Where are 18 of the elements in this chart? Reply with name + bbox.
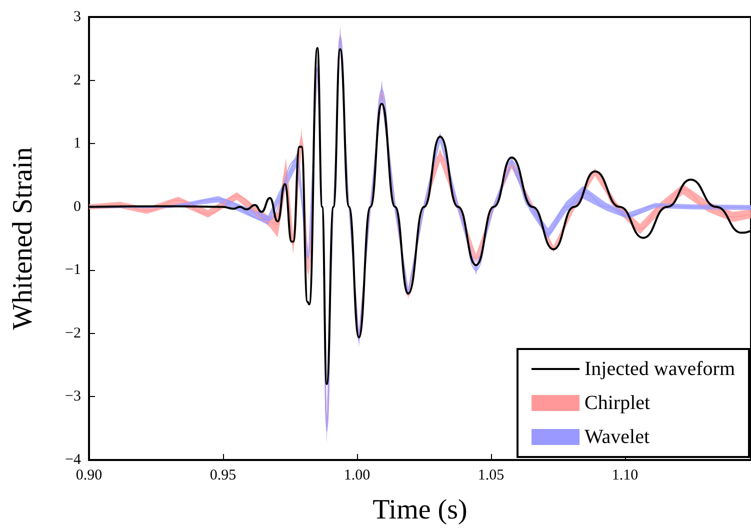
x-tick-label: 0.95 (210, 468, 236, 484)
legend-label: Chirplet (584, 392, 651, 414)
y-tick-label: −3 (65, 388, 81, 405)
y-tick-label: 3 (74, 9, 81, 25)
y-tick-label: 2 (74, 72, 81, 88)
y-tick-label: −2 (65, 325, 81, 342)
x-tick-label: 1.10 (612, 468, 638, 484)
y-tick-label: −4 (65, 452, 82, 468)
x-tick-label: 1.05 (478, 468, 504, 484)
y-tick-label: 0 (74, 198, 81, 215)
x-axis-title: Time (s) (372, 494, 468, 526)
legend-label: Injected waveform (584, 358, 736, 380)
y-tick-label: −1 (65, 262, 81, 278)
y-axis-title: Whitened Strain (8, 147, 38, 330)
x-tick-label: 0.90 (76, 468, 102, 484)
y-tick-label: 1 (74, 136, 81, 152)
legend-label: Wavelet (584, 426, 650, 448)
x-tick-label: 1.00 (344, 468, 370, 484)
